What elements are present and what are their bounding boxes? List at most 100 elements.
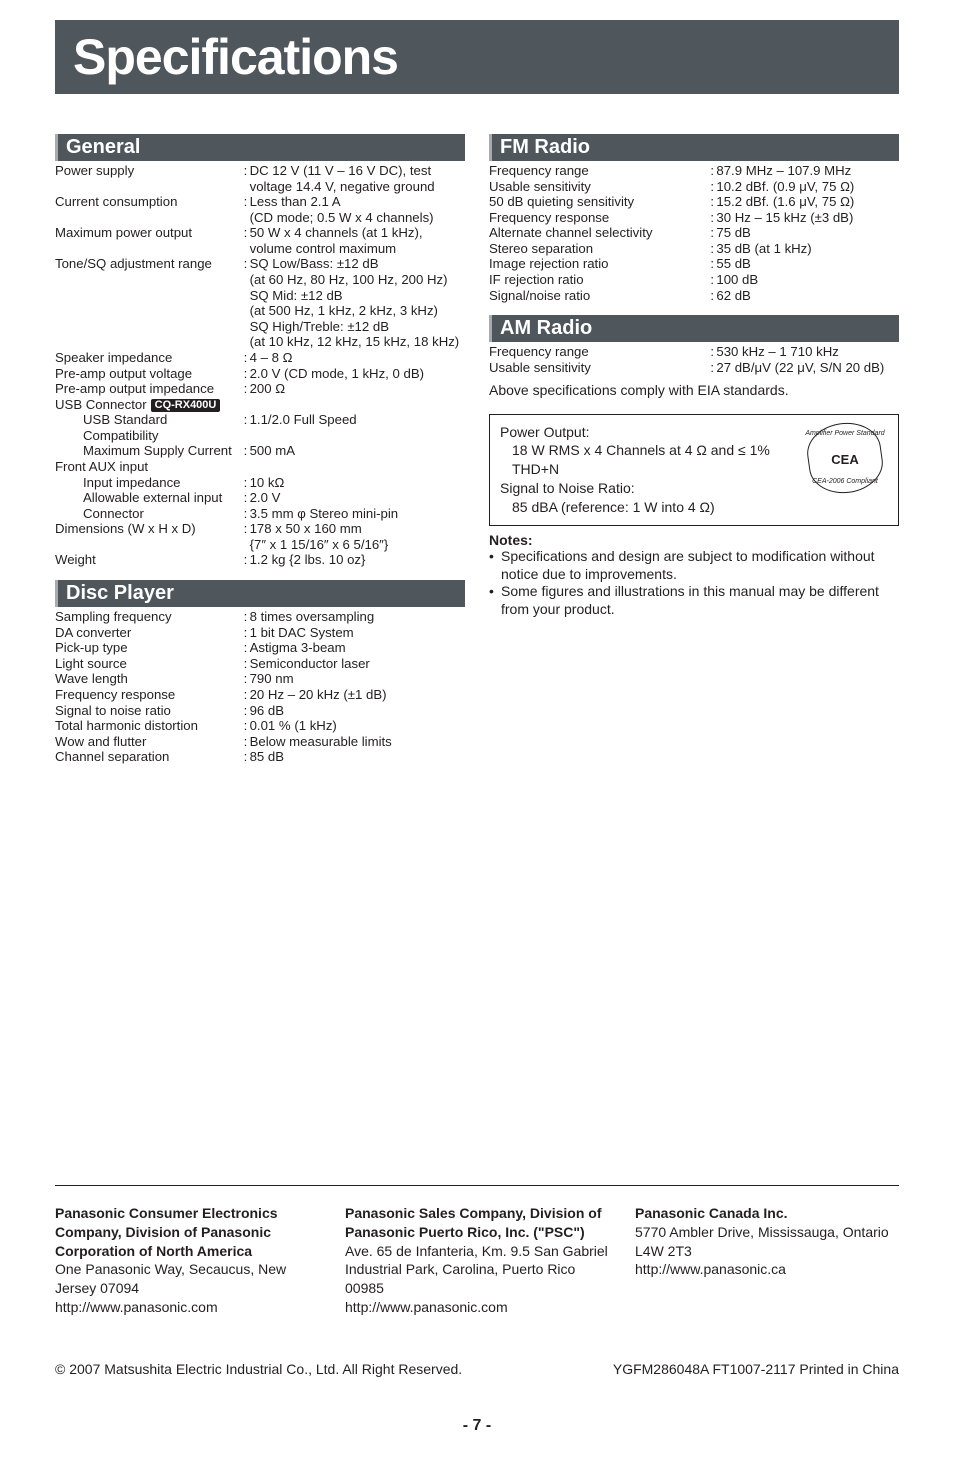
spec-value: Less than 2.1 A (CD mode; 0.5 W x 4 chan… <box>250 194 465 225</box>
print-info-text: YGFM286048A FT1007-2117 Printed in China <box>613 1361 899 1377</box>
spec-row: Total harmonic distortion:0.01 % (1 kHz) <box>55 718 465 734</box>
spec-row: Alternate channel selectivity:75 dB <box>489 225 899 241</box>
footer1-rest: One Panasonic Way, Secaucus, New Jersey … <box>55 1260 319 1317</box>
spec-label: Pre-amp output impedance <box>55 381 244 397</box>
spec-row: Frequency range:530 kHz – 1 710 kHz <box>489 344 899 360</box>
spec-value: 1.2 kg {2 lbs. 10 oz} <box>250 552 465 568</box>
spec-row: Wave length:790 nm <box>55 671 465 687</box>
usb-badge-wrap: CQ-RX400U <box>147 397 221 413</box>
note-text: Specifications and design are subject to… <box>501 548 899 583</box>
cea-bot-text: CEA-2006 Compliant <box>802 477 888 486</box>
spec-value: 10 kΩ <box>250 475 465 491</box>
eia-text: Above specifications comply with EIA sta… <box>489 381 899 399</box>
aux-label: Front AUX input <box>55 459 244 475</box>
spec-row: Signal/noise ratio:62 dB <box>489 288 899 304</box>
cea-badge: Amplifier Power Standard CEA CEA-2006 Co… <box>802 423 888 493</box>
spec-value: 55 dB <box>716 256 899 272</box>
footer3-bold: Panasonic Canada Inc. <box>635 1204 899 1223</box>
spec-label: DA converter <box>55 625 244 641</box>
spec-label: Pick-up type <box>55 640 244 656</box>
spec-row: Pick-up type:Astigma 3-beam <box>55 640 465 656</box>
spec-value: 20 Hz – 20 kHz (±1 dB) <box>250 687 465 703</box>
note-text: Some figures and illustrations in this m… <box>501 583 899 618</box>
spec-label: Sampling frequency <box>55 609 244 625</box>
spec-row: Connector:3.5 mm φ Stereo mini-pin <box>55 506 465 522</box>
spec-value: DC 12 V (11 V – 16 V DC), test voltage 1… <box>250 163 465 194</box>
spec-value: 178 x 50 x 160 mm {7″ x 1 15/16″ x 6 5/1… <box>250 521 465 552</box>
spec-value: 30 Hz – 15 kHz (±3 dB) <box>716 210 899 226</box>
footer-col-1: Panasonic Consumer Electronics Company, … <box>55 1204 319 1317</box>
spec-row: Allowable external input:2.0 V <box>55 490 465 506</box>
spec-row: Frequency response:30 Hz – 15 kHz (±3 dB… <box>489 210 899 226</box>
spec-row: Pre-amp output voltage:2.0 V (CD mode, 1… <box>55 366 465 382</box>
left-column: General Power supply:DC 12 V (11 V – 16 … <box>55 134 465 765</box>
spec-label: Wow and flutter <box>55 734 244 750</box>
spec-label: Connector <box>55 506 244 522</box>
general-heading: General <box>55 134 465 161</box>
usb-connector-label: USB Connector <box>55 397 147 413</box>
spec-row: Usable sensitivity:27 dB/μV (22 μV, S/N … <box>489 360 899 376</box>
spec-value: Astigma 3-beam <box>250 640 465 656</box>
copyright-text: © 2007 Matsushita Electric Industrial Co… <box>55 1361 462 1377</box>
usb-rows: USB Standard Compatibility:1.1/2.0 Full … <box>55 412 465 459</box>
compliance-line4: 85 dBA (reference: 1 W into 4 Ω) <box>500 498 794 517</box>
spec-row: Frequency response:20 Hz – 20 kHz (±1 dB… <box>55 687 465 703</box>
spec-row: Usable sensitivity:10.2 dBf. (0.9 μV, 75… <box>489 179 899 195</box>
spec-value: 27 dB/μV (22 μV, S/N 20 dB) <box>716 360 899 376</box>
spec-value: Below measurable limits <box>250 734 465 750</box>
spec-label: Speaker impedance <box>55 350 244 366</box>
page: Specifications General Power supply:DC 1… <box>0 0 954 1465</box>
fm-heading: FM Radio <box>489 134 899 161</box>
spec-value: 4 – 8 Ω <box>250 350 465 366</box>
spec-label: 50 dB quieting sensitivity <box>489 194 710 210</box>
spec-value: SQ Low/Bass: ±12 dB (at 60 Hz, 80 Hz, 10… <box>250 256 465 349</box>
right-column: FM Radio Frequency range:87.9 MHz – 107.… <box>489 134 899 765</box>
usb-connector-row: USB Connector CQ-RX400U <box>55 397 465 413</box>
spec-row: Signal to noise ratio:96 dB <box>55 703 465 719</box>
bottom-row: © 2007 Matsushita Electric Industrial Co… <box>55 1361 899 1377</box>
spec-value: 100 dB <box>716 272 899 288</box>
spec-value: 85 dB <box>250 749 465 765</box>
note-item: •Specifications and design are subject t… <box>489 548 899 583</box>
spec-value: 15.2 dBf. (1.6 μV, 75 Ω) <box>716 194 899 210</box>
spec-label: USB Standard Compatibility <box>55 412 244 443</box>
compliance-text: Power Output: 18 W RMS x 4 Channels at 4… <box>500 423 794 517</box>
general-rows: Power supply:DC 12 V (11 V – 16 V DC), t… <box>55 163 465 397</box>
model-badge: CQ-RX400U <box>151 399 221 412</box>
spec-label: Allowable external input <box>55 490 244 506</box>
notes-heading: Notes: <box>489 532 899 548</box>
spec-label: Frequency response <box>489 210 710 226</box>
spec-label: Input impedance <box>55 475 244 491</box>
spec-label: Weight <box>55 552 244 568</box>
aux-rows: Input impedance:10 kΩAllowable external … <box>55 475 465 522</box>
compliance-line1: Power Output: <box>500 423 794 442</box>
spec-row: Frequency range:87.9 MHz – 107.9 MHz <box>489 163 899 179</box>
disc-heading: Disc Player <box>55 580 465 607</box>
spec-row: Tone/SQ adjustment range:SQ Low/Bass: ±1… <box>55 256 465 349</box>
content-columns: General Power supply:DC 12 V (11 V – 16 … <box>55 134 899 765</box>
spec-row: Input impedance:10 kΩ <box>55 475 465 491</box>
compliance-line2: 18 W RMS x 4 Channels at 4 Ω and ≤ 1% TH… <box>500 441 794 479</box>
spec-row: IF rejection ratio:100 dB <box>489 272 899 288</box>
bullet-icon: • <box>489 548 501 583</box>
spec-value: 530 kHz – 1 710 kHz <box>716 344 899 360</box>
spec-row: Power supply:DC 12 V (11 V – 16 V DC), t… <box>55 163 465 194</box>
spec-row: Channel separation:85 dB <box>55 749 465 765</box>
spec-label: Maximum power output <box>55 225 244 256</box>
spec-label: Image rejection ratio <box>489 256 710 272</box>
spec-value: 75 dB <box>716 225 899 241</box>
spec-value: 2.0 V (CD mode, 1 kHz, 0 dB) <box>250 366 465 382</box>
spec-label: Maximum Supply Current <box>55 443 244 459</box>
spec-value: 1 bit DAC System <box>250 625 465 641</box>
spec-label: Pre-amp output voltage <box>55 366 244 382</box>
compliance-box: Power Output: 18 W RMS x 4 Channels at 4… <box>489 414 899 526</box>
spec-label: Tone/SQ adjustment range <box>55 256 244 349</box>
spec-row: Speaker impedance:4 – 8 Ω <box>55 350 465 366</box>
notes-list: •Specifications and design are subject t… <box>489 548 899 618</box>
fm-rows: Frequency range:87.9 MHz – 107.9 MHzUsab… <box>489 163 899 303</box>
spec-label: Channel separation <box>55 749 244 765</box>
footer-columns: Panasonic Consumer Electronics Company, … <box>55 1204 899 1317</box>
spec-row: Sampling frequency:8 times oversampling <box>55 609 465 625</box>
am-rows: Frequency range:530 kHz – 1 710 kHzUsabl… <box>489 344 899 375</box>
spec-label: Power supply <box>55 163 244 194</box>
